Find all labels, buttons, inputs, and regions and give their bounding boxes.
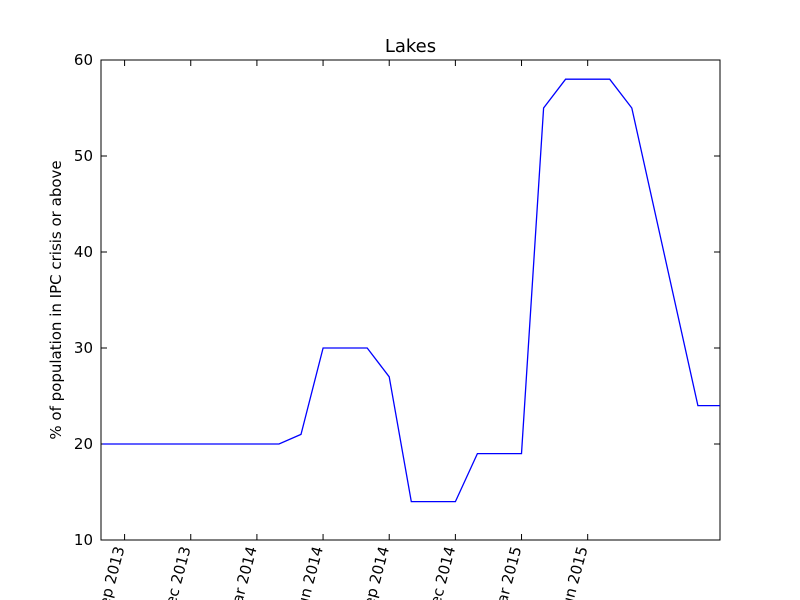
x-tick-label: Dec 2014 — [423, 544, 459, 600]
x-tick-label: Dec 2013 — [159, 544, 195, 600]
plot-area — [100, 59, 721, 541]
y-tick-label: 40 — [74, 243, 93, 261]
y-tick-label: 30 — [74, 339, 93, 357]
y-axis-label: % of population in IPC crisis or above — [47, 160, 65, 439]
x-axis: Sep 2013 Dec 2013 Mar 2014 Jun 2014 Sep 2014… — [93, 60, 592, 600]
chart-title: Lakes — [385, 36, 436, 57]
y-axis: 10 20 30 40 50 60 — [74, 51, 720, 549]
x-tick-label: Mar 2015 — [490, 544, 526, 600]
series-line-0 — [102, 78, 720, 503]
x-tick-label: Jun 2015 — [557, 544, 592, 600]
y-tick-label: 20 — [74, 435, 93, 453]
y-tick-label: 60 — [74, 51, 93, 69]
x-tick-label: Sep 2013 — [93, 544, 129, 600]
x-tick-label: Sep 2014 — [357, 544, 393, 600]
series-layer — [102, 78, 720, 503]
y-tick-label: 10 — [74, 531, 93, 549]
y-tick-label: 50 — [74, 147, 93, 165]
x-tick-label: Jun 2014 — [292, 544, 327, 600]
x-tick-label: Mar 2014 — [225, 544, 261, 600]
